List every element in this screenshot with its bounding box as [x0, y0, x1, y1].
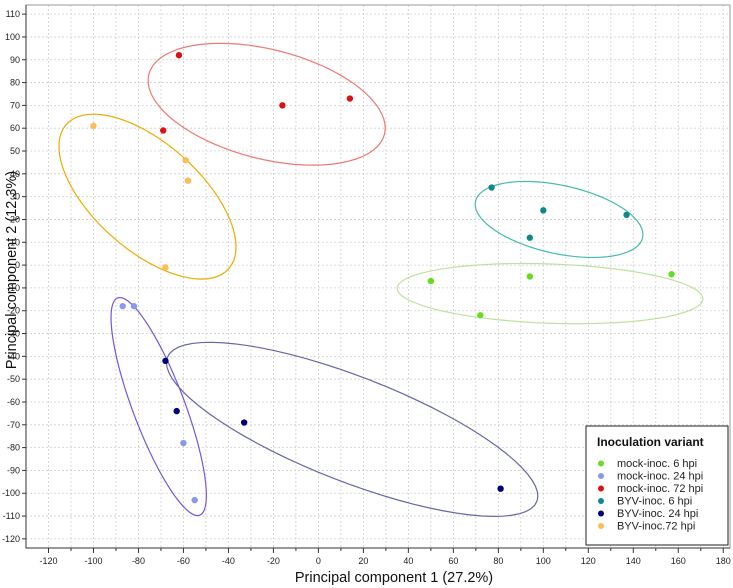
y-tick-label: -100: [2, 488, 20, 498]
x-tick-label: 100: [536, 556, 551, 566]
legend-label-6: BYV-inoc.72 hpi: [617, 521, 695, 533]
legend-label-3: mock-inoc. 72 hpi: [617, 483, 703, 495]
legend-label-1: mock-inoc. 6 hpi: [617, 458, 697, 470]
ellipse-series-4: [474, 180, 644, 259]
point-series-4: [540, 207, 547, 214]
legend-label-5: BYV-inoc. 24 hpi: [617, 508, 698, 520]
x-tick-label: 0: [316, 556, 321, 566]
x-tick-label: 120: [581, 556, 596, 566]
point-series-5: [162, 357, 169, 365]
x-tick-label: -60: [177, 556, 190, 566]
point-series-1: [526, 273, 534, 280]
x-tick-label: 40: [403, 556, 413, 566]
ellipse-series-5: [165, 341, 539, 518]
y-tick-label: -40: [7, 351, 20, 361]
y-tick-label: 70: [10, 100, 20, 110]
point-series-2: [180, 439, 187, 447]
y-tick-label: 30: [10, 192, 20, 202]
point-series-3: [279, 102, 286, 109]
y-tick-label: 40: [10, 169, 20, 179]
y-tick-label: 0: [15, 260, 20, 270]
x-tick-label: -120: [39, 556, 57, 566]
legend-label-2: mock-inoc. 24 hpi: [617, 471, 703, 483]
legend-marker-3: [598, 485, 604, 492]
y-tick-label: -80: [7, 443, 20, 453]
legend-label-4: BYV-inoc. 6 hpi: [617, 496, 692, 508]
point-series-2: [119, 302, 126, 310]
x-axis-title: Principal component 1 (27.2%): [295, 570, 493, 586]
x-tick-label: 80: [493, 556, 503, 566]
point-series-2: [191, 496, 198, 504]
y-tick-label: -10: [7, 283, 20, 293]
ellipse-series-3: [147, 42, 386, 166]
axes: -120 -100 -80 -60 -40 -20 0 20 40 60 80 100 120 140 16…: [2, 4, 731, 566]
y-tick-label: 20: [10, 214, 20, 224]
point-series-6: [182, 156, 189, 164]
point-series-6: [184, 177, 192, 184]
point-series-5: [240, 419, 248, 426]
legend: Inoculation variant mock-inoc. 6 hpimock…: [585, 425, 729, 546]
y-tick-label: 80: [10, 78, 20, 88]
ellipse-series-1: [396, 262, 704, 325]
x-tick-label: -80: [132, 556, 145, 566]
x-tick-label: 160: [671, 556, 686, 566]
y-tick-label: -120: [2, 534, 20, 544]
point-series-2: [130, 302, 138, 310]
x-tick-label: -100: [84, 556, 102, 566]
point-series-3: [346, 95, 354, 102]
point-series-4: [526, 234, 534, 241]
y-tick-label: -90: [7, 465, 20, 475]
x-tick-label: 60: [448, 556, 458, 566]
point-series-3: [175, 51, 183, 59]
x-tick-label: -40: [222, 556, 235, 566]
point-series-5: [497, 485, 504, 492]
point-series-1: [668, 271, 675, 278]
point-series-4: [488, 184, 495, 191]
y-tick-label: 100: [5, 32, 20, 42]
point-series-3: [160, 127, 167, 134]
y-tick-label: 50: [10, 146, 20, 156]
legend-marker-1: [598, 460, 604, 467]
point-series-6: [162, 264, 169, 271]
y-tick-label: 90: [10, 55, 20, 65]
y-tick-label: 110: [6, 9, 20, 19]
point-series-5: [173, 407, 180, 415]
y-tick-label: -30: [7, 329, 20, 339]
confidence-ellipses: [58, 42, 704, 518]
point-series-4: [623, 211, 630, 219]
legend-title: Inoculation variant: [597, 435, 704, 449]
y-tick-label: -20: [7, 306, 20, 316]
x-tick-label: -20: [267, 556, 280, 566]
y-tick-label: -60: [7, 397, 20, 407]
x-tick-label: 20: [358, 556, 368, 566]
y-tick-label: -70: [7, 420, 20, 430]
ellipse-series-6: [58, 113, 237, 280]
point-series-6: [90, 122, 97, 130]
ellipse-series-2: [110, 296, 207, 517]
legend-marker-4: [598, 498, 604, 504]
legend-marker-6: [598, 523, 604, 529]
y-tick-label: 60: [10, 123, 20, 133]
y-tick-label: 10: [10, 237, 20, 247]
data-points: [90, 51, 675, 504]
y-tick-label: -50: [7, 374, 20, 384]
legend-box: [585, 425, 729, 546]
x-tick-label: 180: [716, 556, 731, 566]
x-tick-label: 140: [626, 556, 641, 566]
point-series-1: [427, 277, 435, 285]
y-axis-title: Principal component 2 (12.3%): [4, 171, 20, 369]
legend-marker-5: [598, 510, 604, 517]
y-tick-label: -110: [3, 511, 20, 521]
legend-marker-2: [598, 473, 604, 479]
point-series-1: [477, 312, 484, 319]
